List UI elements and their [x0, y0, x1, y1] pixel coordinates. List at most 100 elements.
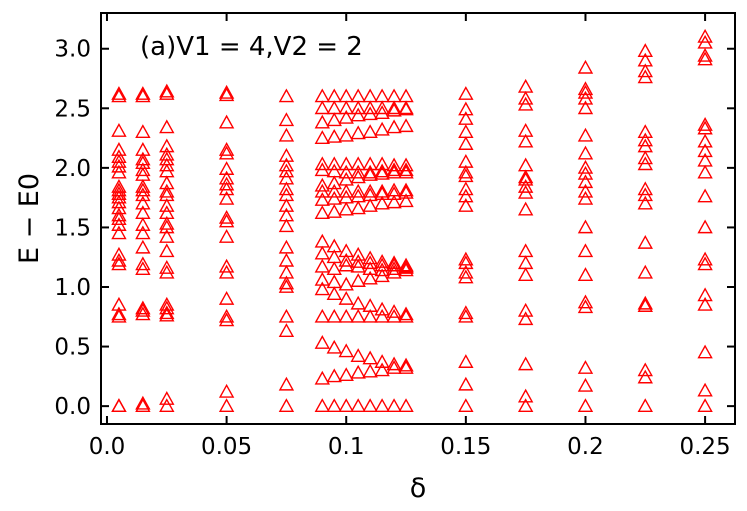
data-point [314, 335, 330, 349]
data-point [362, 187, 378, 202]
data-point [362, 167, 378, 181]
data-point [398, 357, 414, 372]
axis-ticks: 0.0 0.05 0.1 0.15 0.2 0.25 0.0 0.5 1.0 1.5 2.0 2.5 3… [54, 13, 735, 460]
data-point [577, 84, 594, 99]
data-point [111, 189, 127, 204]
data-point [577, 174, 594, 189]
data-point [374, 398, 390, 413]
data-point [350, 107, 366, 122]
data-point [577, 159, 594, 174]
data-point [135, 155, 151, 170]
data-point [111, 306, 127, 321]
data-point [458, 398, 474, 413]
data-point [637, 369, 653, 384]
data-point [278, 264, 295, 279]
data-point [577, 219, 594, 234]
data-point [517, 311, 534, 326]
data-point [338, 257, 354, 272]
data-point [637, 264, 653, 279]
data-point [637, 124, 653, 139]
data-point [374, 262, 390, 277]
data-point [135, 162, 151, 177]
data-point [159, 86, 175, 100]
data-point [135, 167, 151, 181]
data-point [577, 267, 594, 281]
data-point [374, 308, 390, 323]
data-point [314, 156, 330, 171]
data-point [135, 225, 151, 240]
data-point [159, 151, 175, 166]
data-point [218, 181, 235, 196]
data-point [326, 204, 342, 218]
data-point [374, 186, 390, 200]
data-points [111, 28, 713, 413]
data-point [458, 308, 474, 323]
data-point [386, 164, 402, 179]
data-point [159, 305, 175, 320]
data-point [326, 308, 342, 323]
data-point [350, 169, 366, 184]
data-point [374, 121, 390, 136]
data-point [218, 145, 235, 160]
data-point [338, 290, 354, 305]
data-point [111, 398, 127, 413]
data-point [362, 198, 378, 212]
data-point [458, 164, 474, 179]
data-point [517, 178, 534, 193]
data-point [135, 151, 151, 166]
data-point [326, 249, 342, 264]
data-point [398, 308, 414, 323]
data-point [398, 164, 414, 179]
data-point [517, 122, 534, 137]
x-tick-label: 0.05 [201, 434, 252, 460]
y-tick-label: 1.5 [54, 215, 91, 241]
data-point [458, 168, 474, 183]
data-point [159, 215, 175, 230]
data-point [111, 122, 127, 137]
plot-frame [100, 12, 736, 425]
data-point [159, 243, 175, 258]
data-point [135, 239, 151, 254]
data-point [350, 188, 366, 203]
data-point [338, 156, 354, 171]
data-point [338, 164, 354, 179]
data-point [111, 88, 127, 103]
data-point [350, 100, 366, 115]
data-point [517, 201, 534, 216]
data-point [338, 183, 354, 198]
data-point [314, 281, 330, 296]
data-point [111, 211, 127, 225]
data-point [135, 256, 151, 271]
data-point [637, 150, 653, 165]
x-tick-label: 0.2 [567, 434, 604, 460]
data-point [697, 51, 713, 66]
data-point [697, 117, 713, 131]
data-point [159, 183, 175, 198]
data-point [326, 175, 342, 190]
data-point [517, 255, 534, 270]
data-point [111, 142, 127, 156]
data-point [374, 195, 390, 210]
data-point [577, 299, 594, 314]
data-point [362, 308, 378, 323]
y-axis-label: E − E0 [14, 173, 45, 264]
data-point [159, 296, 175, 311]
data-point [111, 194, 127, 209]
data-point [111, 186, 127, 200]
data-point [135, 142, 151, 156]
data-point [697, 287, 713, 302]
data-point [159, 264, 175, 279]
data-point [218, 84, 235, 99]
data-point [338, 252, 354, 267]
data-point [314, 177, 330, 192]
data-point [135, 217, 151, 231]
data-point [278, 376, 295, 391]
x-axis-label: δ [410, 473, 427, 504]
data-point [326, 238, 342, 253]
data-point [135, 195, 151, 210]
data-point [517, 157, 534, 172]
data-point [697, 120, 713, 135]
data-point [458, 264, 474, 279]
data-point [350, 164, 366, 179]
data-point [517, 356, 534, 371]
